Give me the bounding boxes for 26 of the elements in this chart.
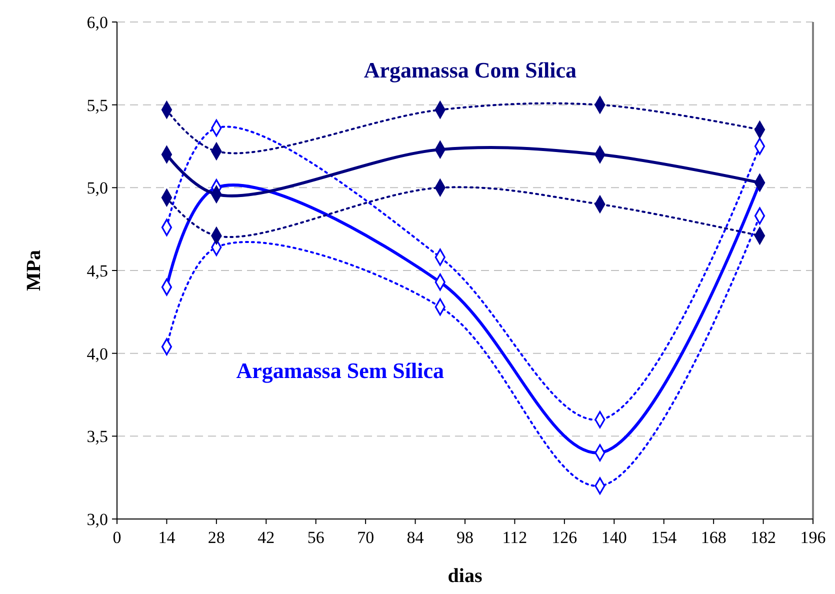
x-tick-label: 56 bbox=[307, 528, 324, 547]
x-tick-label: 42 bbox=[258, 528, 275, 547]
y-tick-label: 3,5 bbox=[86, 427, 108, 446]
y-tick-label: 5,5 bbox=[86, 96, 108, 115]
y-tick-label: 4,5 bbox=[86, 261, 108, 280]
x-tick-label: 28 bbox=[208, 528, 225, 547]
x-tick-label: 196 bbox=[800, 528, 826, 547]
x-tick-label: 98 bbox=[456, 528, 474, 547]
y-axis-title: MPa bbox=[23, 250, 45, 292]
x-tick-label: 14 bbox=[158, 528, 176, 547]
y-tick-label: 4,0 bbox=[86, 344, 108, 364]
x-tick-label: 70 bbox=[357, 528, 374, 547]
y-tick-label: 6,0 bbox=[86, 12, 108, 32]
x-tick-label: 182 bbox=[750, 528, 776, 547]
x-tick-label: 140 bbox=[601, 528, 627, 547]
y-tick-label: 5,0 bbox=[86, 178, 108, 198]
x-axis-title: dias bbox=[448, 565, 482, 587]
x-tick-label: 126 bbox=[552, 528, 578, 547]
text: Argamassa Sem Sílica bbox=[236, 358, 444, 384]
y-tick-label: 3,0 bbox=[86, 510, 108, 529]
x-tick-label: 168 bbox=[700, 528, 726, 547]
x-tick-label: 112 bbox=[502, 528, 528, 547]
x-tick-label: 154 bbox=[651, 528, 678, 547]
x-tick-label: 0 bbox=[112, 528, 122, 547]
text: Argamassa Com Sílica bbox=[364, 58, 576, 83]
x-tick-label: 84 bbox=[406, 528, 424, 547]
